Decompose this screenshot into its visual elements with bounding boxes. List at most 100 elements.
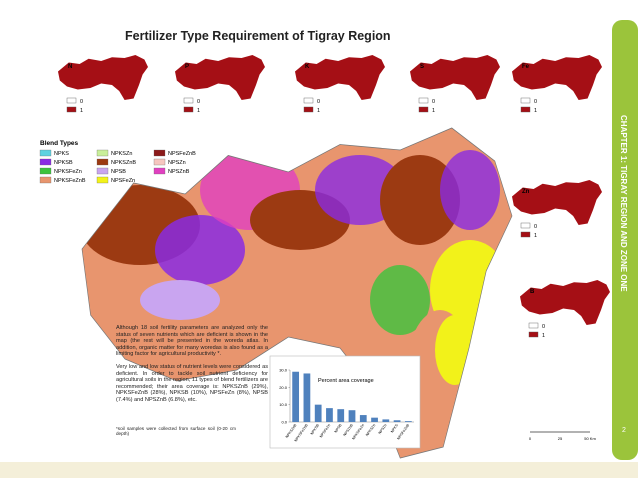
- y-tick-label: 0.0: [281, 420, 287, 425]
- blend-label: NPKSFeZn: [54, 169, 82, 175]
- blend-label: NPKSZn: [111, 151, 132, 157]
- nutrient-label: Zn: [522, 189, 530, 195]
- sidebar-text: CHAPTER 1: TIGRAY REGION AND ZONE ONE: [619, 115, 628, 292]
- legend-label: 0: [197, 99, 200, 105]
- blend-swatch: [96, 176, 109, 184]
- nutrient-map: [410, 55, 500, 100]
- blend-swatch: [96, 149, 109, 157]
- legend-swatch: [303, 106, 314, 113]
- legend-label: 0: [432, 99, 435, 105]
- blend-label: NPSFeZnB: [168, 151, 196, 157]
- scale-label: 25: [558, 436, 563, 441]
- y-tick-label: 30.0: [279, 368, 288, 373]
- legend-swatch: [520, 97, 531, 104]
- legend-label: 1: [432, 108, 435, 114]
- blend-legend-title: Blend Types: [40, 140, 79, 147]
- nutrient-label: P: [185, 64, 189, 70]
- legend-label: 1: [542, 333, 545, 339]
- bar: [314, 404, 322, 422]
- bar: [393, 420, 401, 422]
- x-tick-label: NPSB: [334, 423, 343, 434]
- x-tick-label: NPSZnB: [343, 423, 355, 437]
- bar: [359, 415, 367, 422]
- nutrient-label: S: [420, 64, 424, 70]
- scale-label: 50 Km: [584, 436, 596, 441]
- nutrient-label: B: [530, 289, 535, 295]
- blend-swatch: [96, 158, 109, 166]
- y-tick-label: 20.0: [279, 385, 288, 390]
- legend-swatch: [303, 97, 314, 104]
- bar: [326, 408, 333, 422]
- x-tick-label: NPKSB: [310, 423, 321, 436]
- legend-swatch: [520, 231, 531, 238]
- nutrient-label: K: [305, 64, 310, 70]
- x-tick-label: NPKS: [390, 423, 399, 434]
- legend-swatch: [66, 97, 77, 104]
- legend-label: 0: [534, 224, 537, 230]
- nutrient-map: [512, 55, 602, 100]
- scale-label: 0: [529, 436, 532, 441]
- blend-swatch: [39, 149, 52, 157]
- footnote: *soil samples were collected from surfac…: [116, 426, 236, 437]
- blend-swatch: [39, 158, 52, 166]
- blend-label: NPKSZnB: [111, 160, 136, 166]
- legend-swatch: [520, 222, 531, 229]
- x-tick-label: NPKSZn: [365, 423, 376, 437]
- legend-label: 1: [534, 108, 537, 114]
- legend-label: 1: [317, 108, 320, 114]
- paragraph: Although 18 soil fertility parameters ar…: [116, 325, 268, 358]
- footer-band: [0, 462, 638, 478]
- bar: [348, 410, 356, 422]
- bar: [337, 409, 345, 422]
- bar: [371, 417, 378, 422]
- legend-swatch: [183, 97, 194, 104]
- blend-label: NPKS: [54, 151, 69, 157]
- legend-swatch: [66, 106, 77, 113]
- blend-label: NPSZnB: [168, 169, 190, 175]
- blend-swatch: [39, 167, 52, 175]
- blend-swatch: [153, 167, 166, 175]
- legend-swatch: [520, 106, 531, 113]
- sidebar: [612, 20, 638, 460]
- legend-swatch: [418, 97, 429, 104]
- y-tick-label: 10.0: [279, 402, 288, 407]
- blend-label: NPKSFeZnB: [54, 178, 86, 184]
- legend-label: 0: [80, 99, 83, 105]
- bar: [303, 373, 311, 422]
- x-tick-label: NPSZn: [378, 423, 388, 435]
- nutrient-map: [512, 180, 602, 225]
- legend-swatch: [528, 322, 539, 329]
- legend-label: 0: [542, 324, 545, 330]
- legend-swatch: [418, 106, 429, 113]
- bar: [382, 419, 390, 422]
- legend-label: 1: [534, 233, 537, 239]
- chart-title: Percent area coverage: [318, 378, 374, 384]
- paragraph: Very low and low status of nutrient leve…: [116, 364, 268, 403]
- blend-label: NPSZn: [168, 160, 186, 166]
- nutrient-map: [175, 55, 265, 100]
- blend-swatch: [39, 176, 52, 184]
- blend-label: NPSB: [111, 169, 126, 175]
- blend-swatch: [153, 158, 166, 166]
- bar: [292, 371, 300, 422]
- legend-label: 1: [197, 108, 200, 114]
- legend-label: 1: [80, 108, 83, 114]
- blend-swatch: [96, 167, 109, 175]
- legend-label: 0: [534, 99, 537, 105]
- nutrient-label: N: [68, 64, 72, 70]
- title: Fertilizer Type Requirement of Tigray Re…: [125, 29, 391, 43]
- blend-label: NPSFeZn: [111, 178, 135, 184]
- nutrient-label: Fe: [522, 64, 530, 70]
- legend-label: 0: [317, 99, 320, 105]
- bar: [404, 421, 412, 422]
- blend-label: NPKSB: [54, 160, 73, 166]
- legend-swatch: [528, 331, 539, 338]
- legend-swatch: [183, 106, 194, 113]
- nutrient-map: [58, 55, 148, 100]
- blend-swatch: [153, 149, 166, 157]
- nutrient-map: [520, 280, 610, 325]
- page-number: 2: [622, 427, 626, 434]
- nutrient-map: [295, 55, 385, 100]
